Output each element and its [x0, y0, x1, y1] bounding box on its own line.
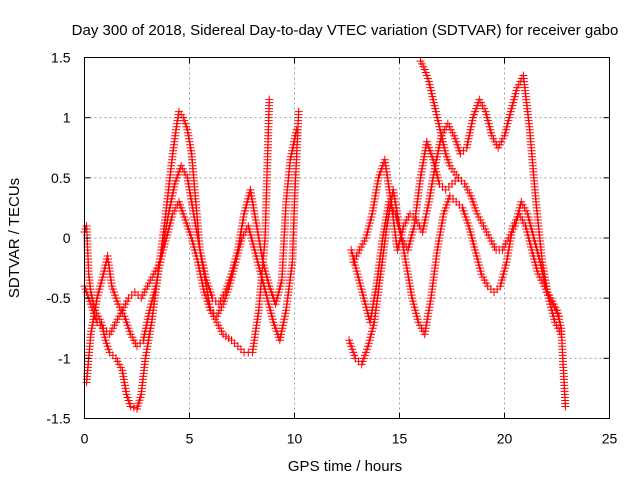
data-point — [294, 107, 303, 116]
series-trace-a — [80, 95, 274, 413]
y-tick-label: 0 — [63, 230, 71, 246]
x-tick-label: 20 — [497, 431, 513, 447]
data-point — [292, 125, 301, 134]
y-tick-label: 1 — [63, 110, 71, 126]
marks-layer — [80, 57, 570, 413]
series-trace-g — [416, 57, 463, 182]
y-tick-label: -1 — [58, 350, 71, 366]
x-tick-label: 0 — [81, 431, 89, 447]
data-point — [561, 402, 570, 411]
y-tick-label: -0.5 — [46, 290, 70, 306]
x-tick-label: 25 — [602, 431, 618, 447]
y-axis-label: SDTVAR / TECUs — [6, 178, 23, 298]
series-trace-f — [347, 137, 564, 327]
data-point — [555, 312, 564, 321]
x-tick-label: 15 — [392, 431, 408, 447]
y-tick-label: 1.5 — [51, 50, 71, 66]
x-axis-label: GPS time / hours — [288, 458, 402, 475]
data-point — [454, 173, 463, 182]
series-trace-b — [80, 107, 303, 345]
series-trace-c — [82, 125, 301, 387]
x-tick-label: 10 — [287, 431, 303, 447]
data-point — [265, 95, 274, 104]
y-tick-label: -1.5 — [46, 411, 70, 427]
data-point — [557, 330, 566, 339]
y-tick-label: 0.5 — [51, 170, 71, 186]
x-tick-label: 5 — [186, 431, 194, 447]
ticks-layer: 0 5 10 15 20 25 -1.5 -1 -0.5 0 0.5 1 1.5 — [46, 50, 617, 447]
chart-title: Day 300 of 2018, Sidereal Day-to-day VTE… — [72, 22, 619, 39]
